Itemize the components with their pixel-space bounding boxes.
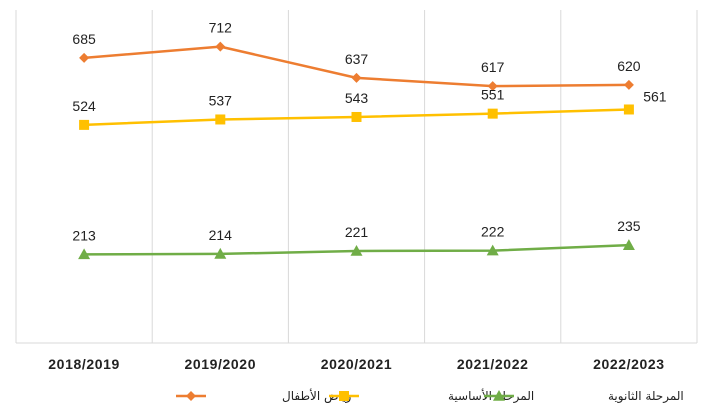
legend-swatch-marker xyxy=(339,391,349,401)
x-axis-ticks: 2018/2019 2019/2020 2020/2021 2021/2022 2022… xyxy=(48,356,664,372)
series-layer xyxy=(78,41,635,260)
legend-label: المرحلة الثانوية xyxy=(608,389,684,404)
data-point xyxy=(78,248,91,260)
x-tick-label: 2020/2021 xyxy=(321,356,393,372)
data-point xyxy=(215,41,226,52)
data-point xyxy=(622,239,635,250)
data-point xyxy=(487,81,498,92)
data-label: 551 xyxy=(481,87,505,103)
data-label: 543 xyxy=(345,90,369,106)
data-point xyxy=(215,114,226,125)
x-tick-label: 2018/2019 xyxy=(48,356,120,372)
data-label: 214 xyxy=(209,227,233,243)
data-label: 221 xyxy=(345,224,369,240)
data-label: 685 xyxy=(72,31,96,47)
data-label: 524 xyxy=(72,98,96,114)
legend-label: رياض الأطفال xyxy=(282,388,351,404)
x-tick-label: 2021/2022 xyxy=(457,356,529,372)
data-label: 537 xyxy=(209,92,233,108)
data-label: 637 xyxy=(345,51,369,67)
data-label: 222 xyxy=(481,224,505,240)
data-label: 617 xyxy=(481,59,505,75)
data-point xyxy=(623,79,634,90)
x-tick-label: 2019/2020 xyxy=(185,356,257,372)
data-point xyxy=(79,119,90,130)
legend-swatch-marker xyxy=(493,390,505,401)
data-point xyxy=(350,245,363,256)
data-point xyxy=(79,52,90,63)
legend-item: رياض الأطفال xyxy=(176,388,351,404)
data-label: 235 xyxy=(617,218,641,234)
legend: رياض الأطفال المرحلة الأساسية المرحلة الثا… xyxy=(176,388,684,404)
data-labels: 685 712 637 617 620 524 537 543 551 561 213 214 221 2… xyxy=(72,20,666,244)
x-tick-label: 2022/2023 xyxy=(593,356,665,372)
data-point xyxy=(351,72,362,83)
legend-item: المرحلة الثانوية xyxy=(484,389,684,404)
grid-lines xyxy=(15,10,698,344)
data-point xyxy=(486,244,499,256)
legend-swatch-marker xyxy=(186,391,196,401)
data-point xyxy=(487,108,498,119)
data-point xyxy=(214,247,227,259)
data-label: 712 xyxy=(209,20,233,36)
data-label: 213 xyxy=(72,227,96,243)
data-label: 561 xyxy=(643,88,667,104)
data-point xyxy=(623,104,634,115)
data-label: 620 xyxy=(617,58,641,74)
data-point xyxy=(351,111,362,122)
